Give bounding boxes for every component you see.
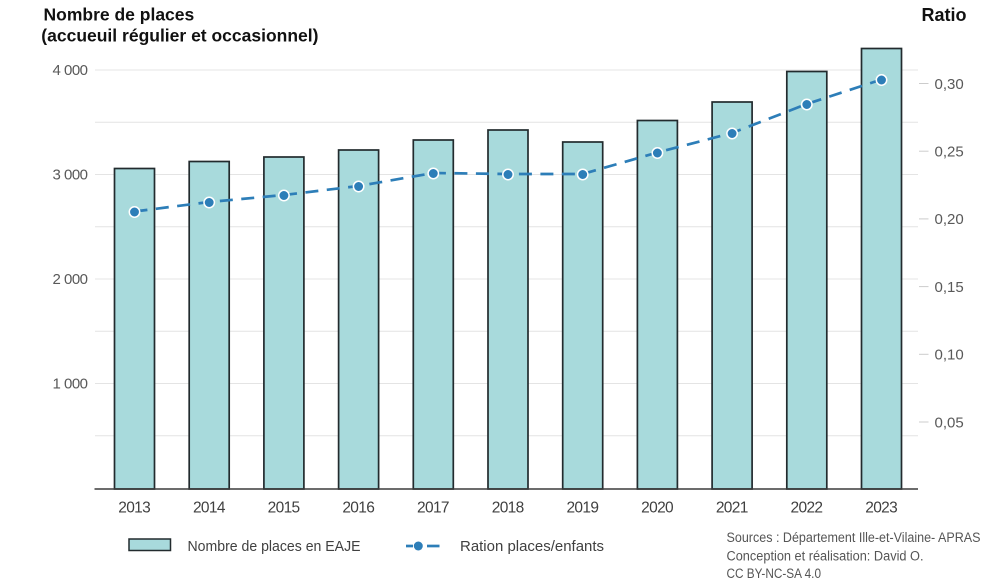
svg-text:2018: 2018 bbox=[492, 500, 525, 517]
svg-text:1 000: 1 000 bbox=[53, 376, 89, 393]
svg-text:2 000: 2 000 bbox=[53, 271, 89, 288]
svg-text:2013: 2013 bbox=[118, 500, 151, 517]
svg-text:2022: 2022 bbox=[791, 500, 824, 517]
svg-text:0,15: 0,15 bbox=[935, 279, 964, 296]
svg-text:0,20: 0,20 bbox=[935, 211, 964, 228]
svg-text:2021: 2021 bbox=[716, 500, 749, 517]
svg-text:3 000: 3 000 bbox=[53, 167, 89, 184]
svg-text:2020: 2020 bbox=[641, 500, 674, 517]
svg-text:2023: 2023 bbox=[865, 500, 898, 517]
svg-text:Sources : Département Ille-et-: Sources : Département Ille-et-Vilaine- A… bbox=[727, 530, 981, 545]
svg-text:2016: 2016 bbox=[342, 500, 375, 517]
svg-text:Nombre de places: Nombre de places bbox=[44, 4, 195, 24]
svg-text:Nombre de places en EAJE: Nombre de places en EAJE bbox=[188, 538, 361, 555]
svg-text:4 000: 4 000 bbox=[53, 62, 89, 79]
svg-text:Ratio: Ratio bbox=[922, 5, 967, 25]
svg-text:0,05: 0,05 bbox=[935, 414, 964, 431]
svg-text:(accueuil régulier et occasion: (accueuil régulier et occasionnel) bbox=[41, 25, 318, 45]
svg-text:0,30: 0,30 bbox=[935, 76, 964, 93]
svg-text:Ration places/enfants: Ration places/enfants bbox=[460, 538, 604, 555]
svg-text:2017: 2017 bbox=[417, 500, 450, 517]
svg-text:2014: 2014 bbox=[193, 500, 226, 517]
svg-text:Conception et réalisation: Dav: Conception et réalisation: David O. bbox=[727, 549, 924, 564]
svg-text:2015: 2015 bbox=[268, 500, 301, 517]
svg-text:CC BY-NC-SA 4.0: CC BY-NC-SA 4.0 bbox=[727, 566, 822, 581]
svg-text:0,10: 0,10 bbox=[935, 347, 964, 364]
svg-text:0,25: 0,25 bbox=[935, 144, 964, 161]
svg-text:2019: 2019 bbox=[566, 500, 599, 517]
